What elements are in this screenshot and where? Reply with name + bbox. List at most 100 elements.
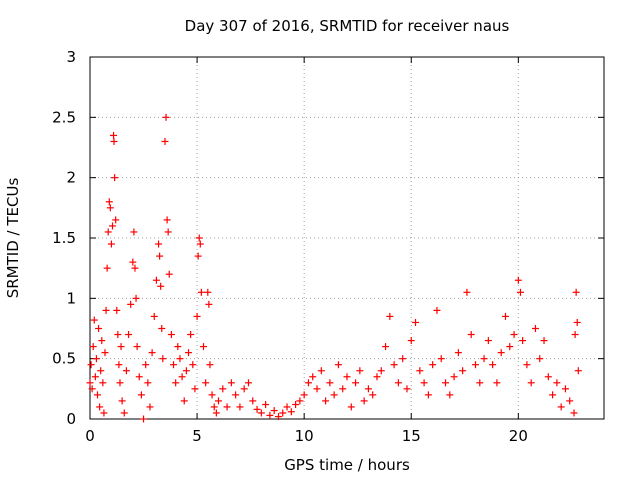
- data-point: [420, 379, 428, 387]
- data-point: [369, 391, 377, 399]
- data-point: [88, 385, 96, 393]
- data-point: [296, 397, 304, 405]
- data-point: [523, 361, 531, 369]
- data-point: [573, 318, 581, 326]
- data-point: [279, 409, 287, 417]
- data-point: [137, 391, 145, 399]
- y-tick-label: 0.5: [52, 350, 76, 368]
- data-points: [86, 113, 582, 423]
- data-point: [172, 379, 180, 387]
- data-point: [212, 409, 220, 417]
- data-point: [450, 373, 458, 381]
- data-point: [407, 337, 415, 345]
- axis-ticks: 0 0.5 1 1.5 2 2.5 3 0 5 10 15 20: [52, 48, 604, 445]
- data-point: [561, 385, 569, 393]
- data-point: [472, 361, 479, 369]
- data-point: [437, 355, 445, 363]
- y-tick-label: 2: [66, 169, 76, 187]
- data-point: [549, 391, 557, 399]
- data-point: [101, 349, 109, 357]
- data-point: [403, 385, 411, 393]
- data-point: [95, 325, 103, 332]
- data-point: [570, 409, 578, 417]
- data-point: [489, 361, 497, 369]
- data-point: [204, 288, 212, 296]
- data-point: [514, 276, 522, 284]
- data-point: [100, 409, 108, 417]
- data-point: [326, 379, 334, 387]
- data-point: [510, 331, 518, 339]
- data-point: [219, 385, 227, 393]
- data-point: [253, 405, 261, 413]
- data-point: [205, 300, 213, 308]
- data-point: [493, 379, 501, 387]
- data-point: [334, 361, 342, 369]
- data-point: [416, 367, 424, 375]
- data-point: [135, 373, 143, 381]
- data-point: [394, 379, 402, 387]
- data-point: [454, 349, 462, 357]
- data-point: [352, 379, 360, 387]
- data-point: [223, 403, 231, 411]
- data-point: [330, 391, 338, 399]
- data-point: [424, 391, 432, 399]
- x-tick-label: 20: [509, 427, 528, 445]
- data-point: [373, 373, 381, 381]
- data-point: [467, 331, 475, 339]
- data-point: [574, 367, 582, 375]
- data-point: [544, 373, 552, 381]
- data-point: [274, 413, 282, 421]
- data-point: [262, 401, 270, 409]
- data-point: [433, 306, 441, 314]
- data-point: [497, 349, 505, 357]
- data-point: [155, 240, 163, 248]
- y-tick-label: 3: [66, 48, 76, 66]
- data-point: [442, 379, 450, 387]
- data-point: [339, 385, 347, 393]
- y-tick-label: 0: [66, 410, 76, 428]
- data-point: [377, 367, 385, 375]
- x-tick-label: 5: [192, 427, 202, 445]
- data-point: [412, 318, 420, 326]
- data-point: [227, 379, 235, 387]
- data-point: [386, 312, 394, 320]
- data-point: [364, 385, 372, 393]
- data-point: [113, 306, 121, 314]
- data-point: [191, 385, 199, 393]
- data-point: [161, 137, 169, 145]
- data-point: [110, 131, 118, 139]
- data-point: [343, 373, 351, 381]
- chart-title: Day 307 of 2016, SRMTID for receiver nau…: [185, 17, 510, 35]
- data-point: [129, 258, 137, 266]
- data-point: [92, 355, 100, 363]
- data-point: [206, 361, 214, 369]
- data-point: [476, 379, 484, 387]
- data-point: [283, 403, 291, 411]
- data-point: [187, 331, 195, 339]
- data-point: [194, 252, 202, 260]
- data-point: [116, 379, 124, 387]
- data-point: [159, 355, 167, 363]
- data-point: [170, 361, 178, 369]
- data-point: [106, 204, 114, 212]
- data-point: [102, 306, 110, 314]
- data-point: [182, 367, 190, 375]
- data-point: [232, 391, 240, 399]
- data-point: [249, 397, 257, 405]
- data-point: [122, 367, 130, 375]
- data-point: [540, 337, 548, 345]
- data-point: [553, 379, 561, 387]
- data-point: [91, 373, 99, 381]
- data-point: [110, 137, 118, 145]
- data-point: [176, 355, 184, 363]
- data-point: [178, 373, 186, 381]
- data-point: [146, 403, 154, 411]
- data-point: [114, 331, 122, 339]
- data-point: [163, 216, 171, 224]
- data-point: [399, 355, 407, 363]
- data-point: [197, 288, 205, 296]
- data-point: [180, 397, 188, 405]
- data-point: [96, 403, 104, 411]
- data-point: [480, 355, 488, 363]
- data-point: [236, 403, 244, 411]
